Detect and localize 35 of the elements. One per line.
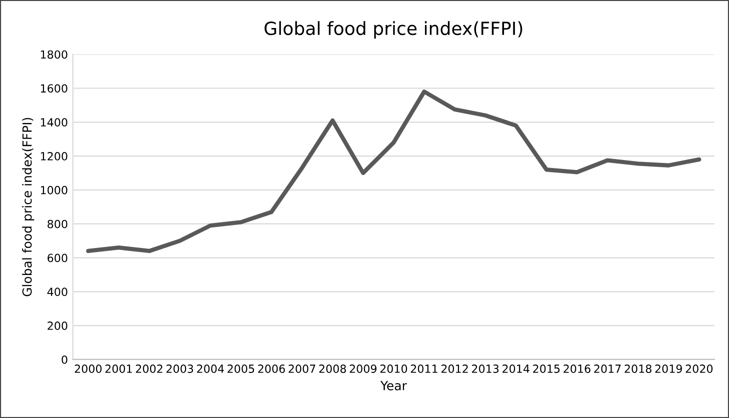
y-tick-label: 1800 (40, 50, 68, 59)
y-axis-title: Global food price index(FFPI) (22, 118, 34, 296)
chart-title: Global food price index(FFPI) (264, 21, 522, 39)
y-tick-label: 0 (62, 355, 68, 364)
y-tick-label: 1000 (40, 186, 68, 194)
y-tick-label: 600 (48, 254, 68, 262)
x-tick-label: 2001 (105, 364, 132, 373)
x-tick-label: 2004 (197, 364, 224, 373)
y-tick-label: 1400 (40, 118, 68, 127)
x-tick-label: 2014 (502, 364, 530, 373)
y-tick-label: 1200 (40, 152, 68, 160)
x-tick-label: 2020 (686, 364, 713, 373)
x-tick-label: 2015 (533, 364, 560, 373)
x-tick-label: 2011 (410, 364, 438, 373)
x-tick-label: 2019 (655, 364, 682, 373)
x-tick-label: 2003 (166, 364, 194, 373)
x-tick-label: 2013 (472, 364, 499, 373)
x-tick-label: 2000 (74, 364, 102, 373)
line-series (86, 90, 702, 254)
x-tick-label: 2018 (624, 364, 652, 373)
y-tick-label: 800 (48, 220, 68, 228)
x-tick-label: 2012 (441, 364, 468, 373)
y-tick-label: 400 (47, 288, 68, 296)
x-tick-label: 2005 (228, 364, 254, 373)
x-tick-label: 2017 (594, 364, 621, 373)
x-axis-title: Year (380, 381, 407, 390)
x-tick-label: 2009 (350, 364, 376, 373)
y-tick-label: 200 (48, 322, 68, 330)
y-tick-label: 1600 (40, 84, 68, 93)
x-tick-label: 2008 (319, 364, 346, 373)
x-tick-label: 2016 (564, 364, 590, 373)
x-tick-label: 2006 (258, 364, 285, 373)
x-tick-label: 2007 (288, 364, 316, 373)
x-tick-label: 2010 (380, 364, 408, 373)
x-tick-label: 2002 (136, 364, 162, 373)
